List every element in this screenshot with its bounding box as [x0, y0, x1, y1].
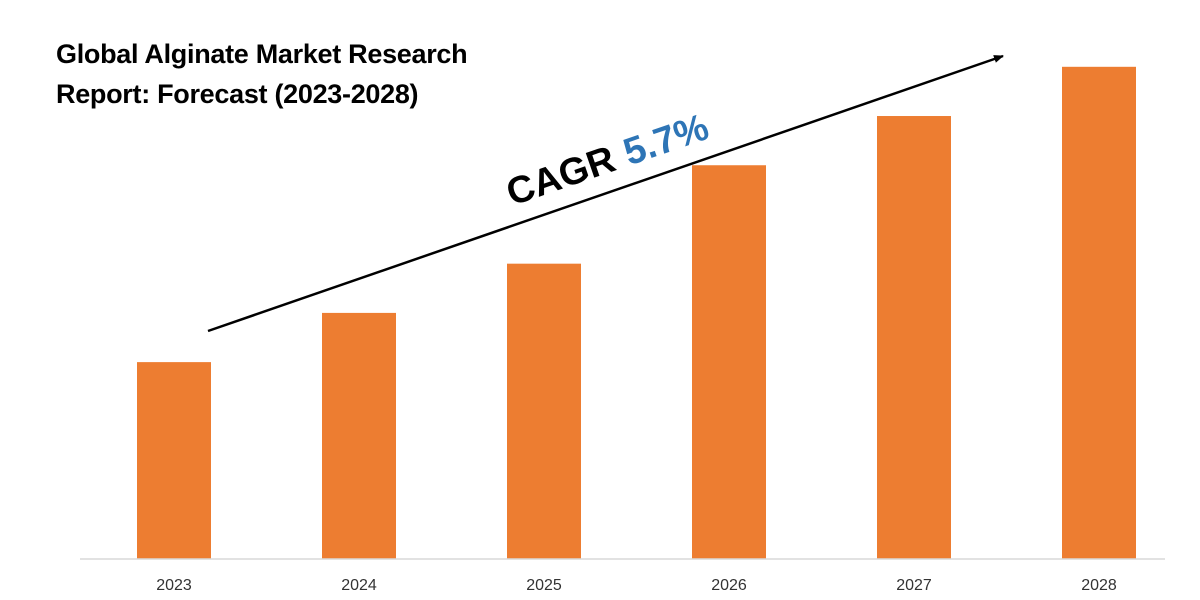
bar-2024	[322, 312, 396, 559]
cagr-prefix: CAGR	[501, 138, 620, 214]
cagr-annotation: CAGR5.7%	[501, 106, 714, 214]
bars-group	[137, 66, 1136, 560]
x-tick-label-2023: 2023	[156, 577, 192, 594]
x-tick-labels: 2023 2024 2025 2026 2027 2028	[156, 577, 1117, 594]
x-tick-label-2025: 2025	[526, 577, 562, 594]
bar-2027	[877, 116, 951, 560]
chart-title-line-2: Report: Forecast (2023-2028)	[56, 79, 419, 109]
chart-title: Global Alginate Market Research Report: …	[56, 34, 576, 114]
bar-2028	[1062, 66, 1136, 560]
bar-2026	[692, 165, 766, 560]
bar-2023	[137, 362, 211, 559]
x-tick-label-2027: 2027	[896, 577, 932, 594]
bar-2025	[507, 263, 581, 559]
cagr-value: 5.7%	[618, 106, 714, 174]
x-tick-label-2024: 2024	[341, 577, 377, 594]
trend-arrow	[207, 54, 1004, 333]
x-tick-label-2026: 2026	[711, 577, 747, 594]
x-tick-label-2028: 2028	[1081, 577, 1117, 594]
chart-title-line-1: Global Alginate Market Research	[56, 39, 468, 69]
